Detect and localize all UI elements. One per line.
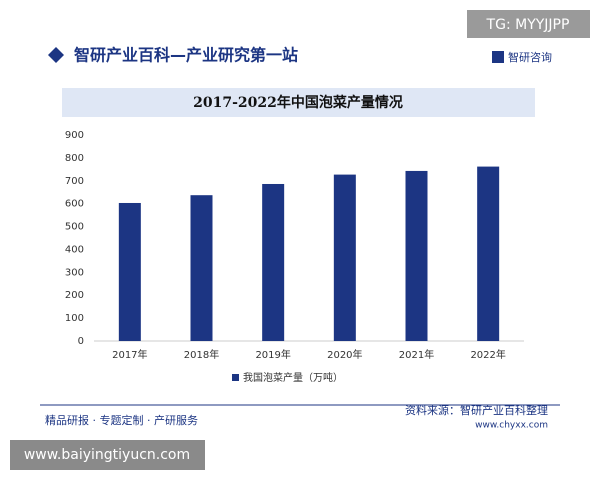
- overlay-text: www.baiyingtiyucn.com: [24, 447, 190, 463]
- x-tick-label: 2022年: [470, 348, 505, 361]
- y-tick-label: 700: [65, 176, 84, 187]
- legend-swatch: [232, 374, 239, 381]
- y-tick-label: 200: [65, 290, 84, 301]
- bar: [405, 170, 428, 341]
- logo-icon: [492, 51, 504, 63]
- y-tick-label: 0: [78, 336, 84, 347]
- plot: 0 100 200 300 400 500 600 700 800 900 2017年 2018年 20…: [65, 130, 524, 384]
- overlay-box: [10, 440, 205, 470]
- header-title: 智研产业百科—产业研究第一站: [74, 46, 298, 65]
- y-tick-label: 400: [65, 244, 84, 255]
- title-box: [62, 88, 535, 117]
- footer-left: 精品研报 · 专题定制 · 产研服务: [45, 413, 198, 427]
- logo-text: 智研咨询: [508, 50, 552, 64]
- bar: [333, 174, 356, 341]
- chart-title: 2017-2022年中国泡菜产量情况: [193, 94, 403, 111]
- header-icon: [48, 47, 64, 63]
- x-tick-label: 2018年: [184, 348, 219, 361]
- y-tick-label: 100: [65, 313, 84, 324]
- y-tick-label: 300: [65, 267, 84, 278]
- x-tick-label: 2021年: [399, 348, 434, 361]
- footer-source: 资料来源：智研产业百科整理: [405, 403, 548, 417]
- overlay-box: [467, 10, 590, 38]
- y-tick-label: 600: [65, 199, 84, 210]
- x-tick-label: 2020年: [327, 348, 362, 361]
- y-tick-label: 900: [65, 130, 84, 141]
- x-tick-label: 2019年: [255, 348, 290, 361]
- bar: [190, 195, 213, 341]
- bar: [477, 166, 500, 341]
- x-tick-label: 2017年: [112, 348, 147, 361]
- overlay-text: TG: MYYJJPP: [486, 17, 570, 33]
- y-tick-label: 500: [65, 222, 84, 233]
- y-tick-label: 800: [65, 153, 84, 164]
- bar: [118, 202, 141, 341]
- bar: [262, 183, 285, 341]
- footer-url: www.chyxx.com: [475, 421, 548, 431]
- legend-label: 我国泡菜产量（万吨）: [243, 371, 343, 384]
